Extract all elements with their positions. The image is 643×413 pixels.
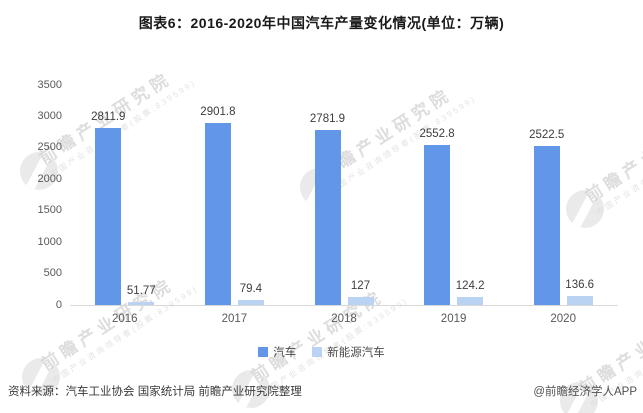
y-tick-label: 2500	[37, 141, 62, 154]
legend-label: 新能源汽车	[327, 347, 385, 359]
x-tick-label: 2019	[440, 313, 467, 325]
watermark: 前瞻产业研究院 中国产业咨询领导者(股票:839599)	[560, 298, 643, 413]
legend-swatch-icon	[312, 347, 323, 357]
chart-title: 图表6：2016-2020年中国汽车产量变化情况(单位：万辆)	[138, 15, 505, 31]
bar-nev	[237, 300, 264, 305]
y-tick-label: 1500	[37, 204, 62, 217]
legend-item: 汽车	[258, 344, 296, 360]
y-tick-label: 3000	[37, 109, 62, 122]
y-tick-label: 500	[43, 267, 62, 280]
bar-auto	[95, 128, 122, 305]
credit-text: @前瞻经济学人APP	[533, 386, 637, 398]
value-label-nev: 51.77	[126, 284, 156, 297]
y-tick-label: 1000	[37, 235, 62, 248]
value-label-auto: 2522.5	[529, 129, 565, 142]
watermark-logo-icon	[20, 152, 58, 190]
y-tick-label: 2000	[37, 172, 62, 185]
value-label-nev: 124.2	[455, 280, 485, 293]
legend-label: 汽车	[273, 347, 297, 359]
bar-auto	[533, 146, 560, 305]
x-tick-label: 2020	[550, 313, 576, 325]
watermark: 前瞻产业研究院 中国产业咨询领导者(股票:839599)	[232, 286, 410, 408]
value-label-nev: 79.4	[239, 283, 263, 295]
bar-auto	[424, 144, 451, 305]
x-tick-label: 2016	[112, 313, 138, 325]
watermark-logo-icon	[232, 370, 270, 408]
watermark: 前瞻产业研究院 中国产业咨询领导者(股票:839599)	[566, 106, 643, 228]
bar-nev	[457, 297, 484, 305]
bar-auto	[314, 130, 341, 305]
watermark-logo-icon	[566, 190, 604, 228]
watermark-logo-icon	[22, 358, 60, 396]
x-axis-line	[70, 305, 618, 306]
watermark: 前瞻产业研究院 中国产业咨询领导者(股票:839599)	[22, 274, 200, 396]
watermark-logo-icon	[560, 382, 598, 413]
bar-auto	[204, 122, 231, 305]
legend-item: 新能源汽车	[312, 344, 385, 360]
value-label-auto: 2781.9	[309, 113, 346, 126]
watermark: 前瞻产业研究院 中国产业咨询领导者(股票:839599)	[20, 68, 198, 190]
y-tick-label: 0	[55, 298, 62, 311]
source-text: 资料来源：汽车工业协会 国家统计局 前瞻产业研究院整理	[8, 386, 302, 398]
footer: 资料来源：汽车工业协会 国家统计局 前瞻产业研究院整理 @前瞻经济学人APP	[8, 383, 637, 399]
x-tick-label: 2018	[331, 313, 357, 325]
bar-nev	[347, 297, 374, 305]
bar-nev	[128, 301, 155, 305]
legend-swatch-icon	[258, 347, 269, 357]
value-label-auto: 2901.8	[200, 105, 236, 118]
value-label-auto: 2552.8	[419, 127, 455, 140]
value-label-nev: 127	[350, 280, 371, 293]
x-tick-label: 2017	[221, 313, 248, 325]
value-label-nev: 136.6	[565, 279, 595, 292]
legend: 汽车 新能源汽车	[0, 344, 643, 360]
bar-nev	[566, 296, 593, 305]
y-tick-label: 3500	[37, 78, 62, 91]
value-label-auto: 2811.9	[91, 111, 126, 124]
